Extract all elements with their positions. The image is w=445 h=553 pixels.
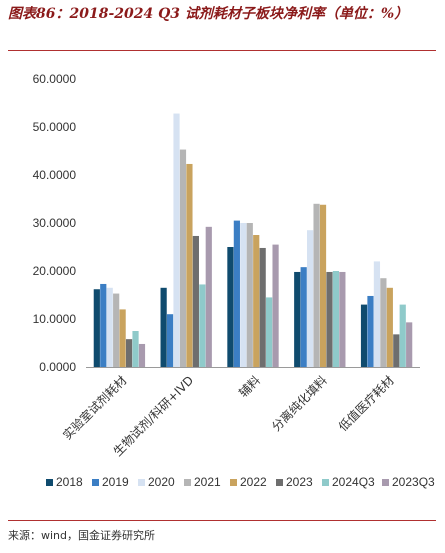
bar-2024Q3-4 (399, 304, 406, 367)
bar-2019-1 (166, 314, 174, 367)
bar-2022-3 (319, 204, 327, 367)
legend-label-2019: 2019 (102, 475, 129, 489)
bar-chart: 0.0000 10.0000 20.0000 30.0000 40.0000 50.000… (33, 72, 435, 489)
x-category-label: 分离纯化填料 (268, 373, 330, 435)
bar-2019-3 (300, 267, 307, 367)
legend-label-2023Q3: 2023Q3 (392, 475, 435, 489)
y-tick-label: 30.0000 (33, 216, 77, 230)
x-category-label: 实验室试剂耗材 (60, 373, 130, 443)
bar-2019-2 (233, 220, 240, 367)
bar-2023Q3-4 (406, 322, 413, 367)
bar-2021-4 (380, 278, 387, 367)
bar-2020-1 (173, 113, 180, 367)
bar-2018-1 (160, 287, 167, 367)
bar-2021-2 (246, 223, 253, 367)
bar-2024Q3-3 (332, 271, 340, 367)
bar-2022-4 (386, 287, 393, 367)
bar-2020-2 (240, 223, 247, 367)
bar-2020-0 (106, 287, 113, 367)
bar-2024Q3-2 (266, 297, 273, 367)
bar-2023-2 (259, 247, 266, 367)
legend-swatch-2020 (138, 479, 145, 486)
bar-2018-3 (294, 271, 301, 367)
legend-swatch-2023 (276, 479, 283, 486)
legend-label-2023: 2023 (286, 475, 313, 489)
bar-2023Q3-3 (339, 271, 346, 367)
bar-2022-0 (119, 309, 126, 367)
y-tick-label: 10.0000 (33, 312, 77, 326)
bar-2023Q3-0 (138, 343, 146, 367)
y-axis: 0.0000 10.0000 20.0000 30.0000 40.0000 50.000… (33, 72, 77, 374)
y-tick-label: 20.0000 (33, 264, 77, 278)
legend-swatch-2021 (184, 479, 191, 486)
legend-label-2022: 2022 (240, 475, 267, 489)
y-tick-label: 40.0000 (33, 168, 77, 182)
y-tick-label: 0.0000 (39, 360, 76, 374)
x-category-label: 辅料 (236, 373, 263, 400)
bar-2019-4 (367, 295, 374, 367)
bar-2023-3 (326, 271, 333, 367)
bar-2018-4 (360, 304, 368, 367)
bar-2022-1 (186, 163, 193, 367)
bar-2022-2 (253, 235, 260, 367)
legend-swatch-2019 (92, 479, 99, 486)
bar-2024Q3-1 (199, 284, 206, 367)
legend: 2018 2019 2020 2021 2022 2023 2024Q3 2023Q3 (46, 475, 435, 489)
bar-2020-3 (307, 230, 314, 367)
bar-2021-3 (313, 203, 320, 367)
bar-2023-4 (393, 334, 400, 367)
bar-2021-1 (179, 149, 187, 367)
legend-swatch-2022 (230, 479, 237, 486)
bar-2023Q3-2 (272, 244, 279, 367)
legend-swatch-2023Q3 (382, 479, 389, 486)
bar-2020-4 (373, 261, 381, 367)
chart-title: 图表86：2018-2024 Q3 试剂耗材子板块净利率（单位：%） (8, 6, 409, 22)
legend-swatch-2018 (46, 479, 53, 486)
source-note: 来源：wind，国金证券研究所 (8, 529, 156, 542)
bar-2021-0 (113, 293, 120, 367)
legend-swatch-2024Q3 (322, 479, 329, 486)
legend-label-2018: 2018 (56, 475, 83, 489)
bar-series (93, 113, 413, 367)
bar-2023-1 (192, 235, 199, 367)
footer-rule (8, 520, 436, 521)
y-tick-label: 60.0000 (33, 72, 77, 86)
legend-label-2021: 2021 (194, 475, 221, 489)
title-rule (8, 50, 436, 51)
legend-label-2024Q3: 2024Q3 (332, 475, 375, 489)
bar-2018-0 (93, 289, 100, 367)
bar-2018-2 (227, 247, 234, 367)
bar-2024Q3-0 (132, 331, 139, 367)
legend-label-2020: 2020 (148, 475, 175, 489)
x-category-label: 低值医疗耗材 (335, 373, 397, 435)
bar-2023Q3-1 (205, 226, 212, 367)
y-tick-label: 50.0000 (33, 120, 77, 134)
bar-2023-0 (125, 339, 133, 367)
bar-2019-0 (100, 283, 107, 367)
